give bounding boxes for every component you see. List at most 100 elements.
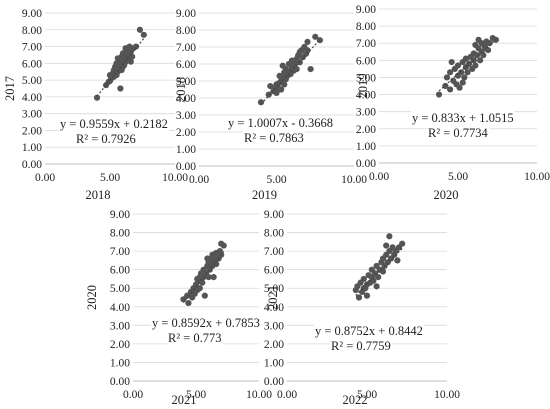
data-point — [462, 55, 469, 62]
label-background — [75, 132, 137, 146]
x-tick-label: 0.00 — [277, 389, 297, 401]
data-point — [480, 52, 487, 59]
y-tick-label: 2.00 — [110, 339, 130, 351]
data-point — [265, 91, 272, 98]
data-point — [472, 62, 479, 69]
data-point — [312, 33, 319, 40]
data-point — [213, 261, 220, 268]
data-point — [185, 299, 192, 307]
data-point — [394, 257, 401, 264]
y-tick-label: 0.00 — [356, 158, 376, 170]
data-point — [279, 62, 286, 69]
r-squared-label: R² = 0.7863 — [244, 131, 304, 145]
data-point — [472, 41, 479, 49]
y-tick-label: 8.00 — [264, 228, 284, 240]
data-point — [360, 285, 367, 292]
y-tick-label: 4.00 — [356, 90, 376, 102]
y-tick-label: 8.00 — [176, 25, 196, 37]
y-tick-label: 8.00 — [356, 21, 376, 33]
data-point — [136, 26, 143, 33]
label-background — [59, 117, 169, 131]
y-tick-label: 8.00 — [22, 25, 42, 37]
data-point — [484, 46, 492, 54]
data-point — [461, 74, 468, 81]
data-point — [473, 52, 481, 59]
y-tick-label: 4.00 — [176, 93, 196, 105]
y-tick-label: 3.00 — [110, 320, 130, 332]
x-tick-label: 10.00 — [434, 389, 460, 401]
y-tick-label: 6.00 — [22, 58, 42, 70]
data-point — [180, 296, 187, 303]
x-tick-label: 10.00 — [162, 172, 188, 184]
y-tick-label: 4.00 — [110, 302, 130, 314]
data-point — [458, 69, 465, 76]
x-axis-title: 2019 — [252, 188, 277, 202]
x-tick-label: 10.00 — [341, 174, 367, 186]
data-point — [399, 240, 406, 247]
y-tick-label: 3.00 — [176, 110, 196, 122]
data-point — [363, 292, 371, 299]
data-point — [257, 99, 265, 106]
data-point — [281, 81, 288, 88]
scatter-panel-4: 0.00 1.00 2.00 3.00 4.00 5.00 6.00 7.00 8.00 9.00… — [85, 209, 272, 407]
y-tick-label: 1.00 — [110, 357, 130, 369]
y-tick-label: 0.00 — [264, 376, 284, 388]
label-background — [411, 111, 515, 125]
data-point — [267, 83, 274, 90]
data-point — [293, 66, 300, 73]
x-tick-label: 5.00 — [448, 171, 468, 183]
data-point — [486, 40, 493, 47]
data-point — [447, 86, 454, 93]
data-point — [360, 275, 367, 283]
data-point — [316, 37, 323, 44]
data-point — [375, 273, 382, 281]
data-point — [204, 255, 211, 262]
label-background — [330, 339, 392, 353]
label-background — [243, 131, 305, 145]
data-point — [205, 273, 212, 281]
data-point — [477, 57, 484, 64]
x-tick-label: 5.00 — [100, 172, 120, 184]
data-point — [296, 49, 303, 56]
data-point — [114, 55, 121, 62]
data-point — [184, 292, 191, 299]
x-tick-label: 0.00 — [369, 171, 389, 183]
y-axis-title: 2019 — [356, 74, 370, 99]
data-point — [442, 82, 449, 90]
data-point — [127, 58, 134, 65]
label-background — [427, 126, 490, 140]
x-tick-label: 5.00 — [357, 389, 377, 401]
data-point — [304, 47, 311, 54]
data-point — [456, 84, 463, 91]
y-tick-label: 7.00 — [22, 42, 42, 54]
y-tick-label: 2.00 — [356, 124, 376, 136]
y-tick-label: 4.00 — [264, 302, 284, 314]
y-tick-label: 3.00 — [22, 109, 42, 121]
y-tick-label: 6.00 — [264, 265, 284, 277]
y-axis-title: 2020 — [85, 285, 99, 310]
data-point — [273, 89, 280, 96]
y-tick-label: 0.00 — [22, 159, 42, 171]
y-axis-title: 2017 — [3, 76, 17, 101]
data-point — [435, 91, 443, 98]
x-axis-title: 2018 — [86, 188, 111, 202]
scatter-panel-3: 0.00 1.00 2.00 3.00 4.00 5.00 6.00 7.00 8.00 9.00… — [356, 4, 550, 202]
data-point — [140, 31, 147, 38]
y-axis-title: 2021 — [266, 285, 280, 310]
trend-equation: y = 0.833x + 1.0515 — [412, 111, 514, 125]
r-squared-label: R² = 0.7926 — [76, 132, 136, 146]
trendline — [438, 39, 497, 92]
x-tick-label: 0.00 — [35, 172, 55, 184]
x-tick-label: 10.00 — [246, 389, 272, 401]
label-background — [167, 331, 223, 345]
y-tick-label: 6.00 — [110, 265, 130, 277]
r-squared-label: R² = 0.773 — [168, 331, 222, 345]
scatter-panel-5: 0.00 1.00 2.00 3.00 4.00 5.00 6.00 7.00 8.00 9.00… — [264, 209, 460, 407]
trend-equation: y = 0.9559x + 0.2182 — [60, 117, 168, 131]
trend-equation: y = 1.0007x - 0.3668 — [228, 116, 333, 130]
data-point — [117, 85, 124, 92]
y-tick-label: 7.00 — [356, 38, 376, 50]
y-tick-label: 0.00 — [176, 161, 196, 173]
data-point — [213, 249, 220, 257]
